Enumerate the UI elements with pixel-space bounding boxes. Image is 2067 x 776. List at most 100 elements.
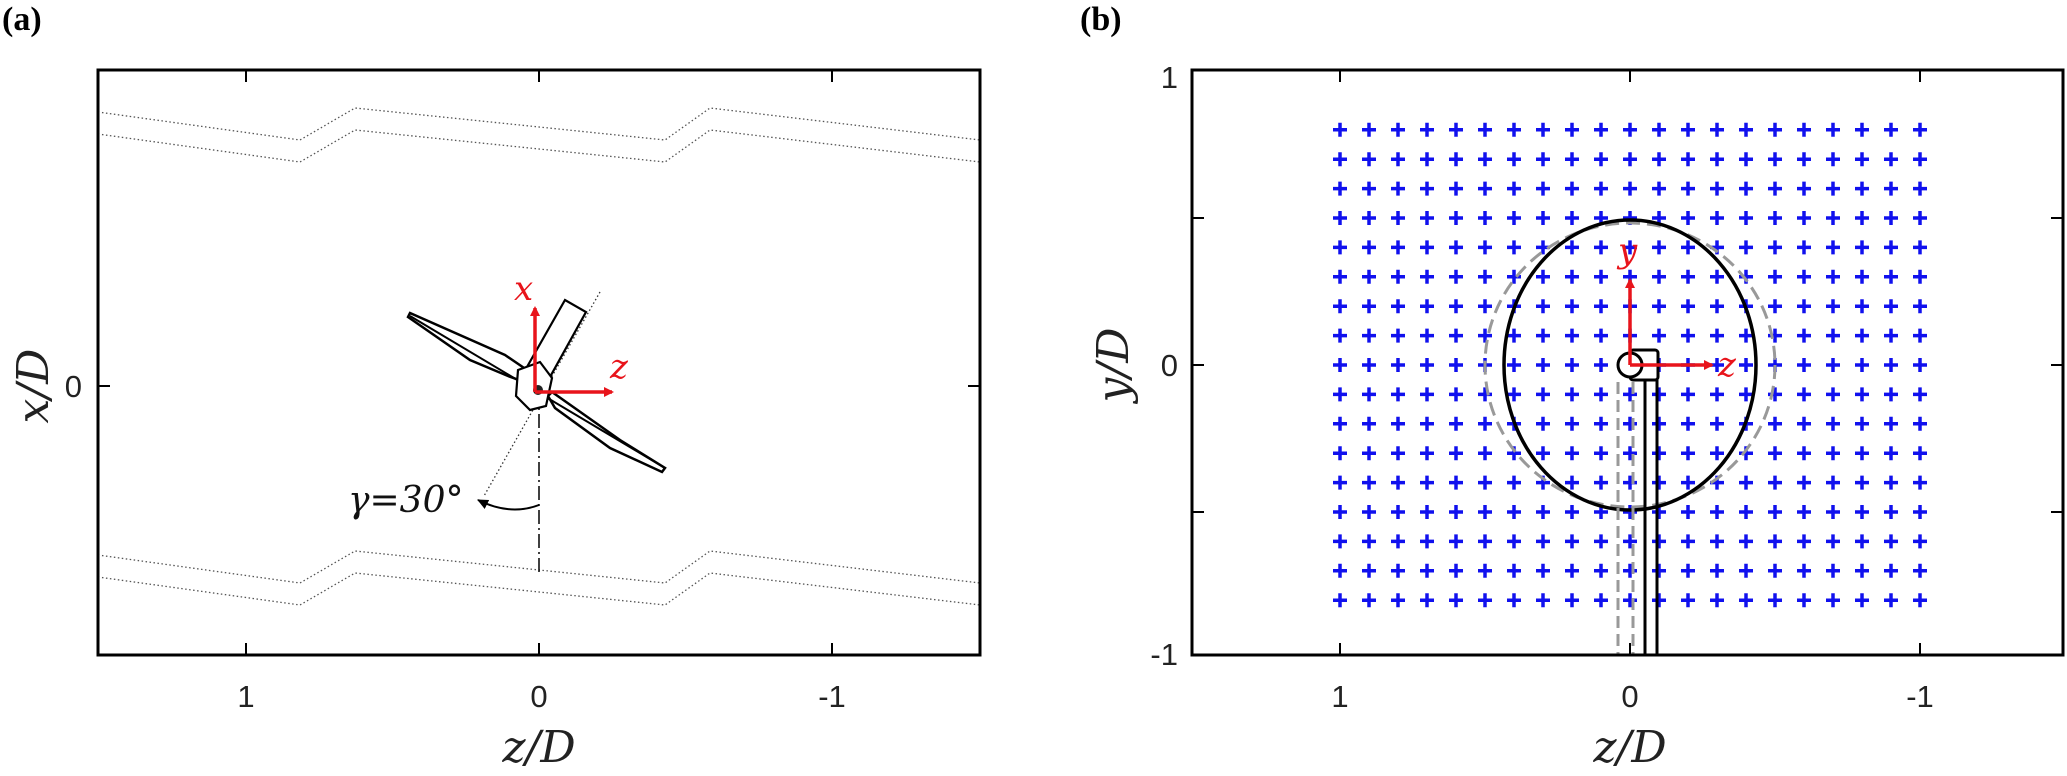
grid-point bbox=[1565, 593, 1579, 608]
grid-point bbox=[1681, 299, 1695, 314]
grid-point bbox=[1884, 475, 1898, 490]
grid-point bbox=[1449, 299, 1463, 314]
grid-point bbox=[1333, 122, 1347, 137]
y-arrow-label: y bbox=[1616, 231, 1638, 271]
grid-point bbox=[1362, 152, 1376, 167]
tick-label-a-y0: 0 bbox=[65, 369, 82, 404]
grid-point bbox=[1797, 181, 1811, 196]
grid-point bbox=[1913, 446, 1927, 461]
grid-point bbox=[1710, 416, 1724, 431]
grid-point bbox=[1333, 416, 1347, 431]
tick-label-b-xm1: -1 bbox=[1906, 679, 1934, 714]
grid-point bbox=[1826, 299, 1840, 314]
grid-point bbox=[1652, 593, 1666, 608]
grid-point bbox=[1362, 358, 1376, 372]
grid-point bbox=[1681, 593, 1695, 608]
grid-point bbox=[1565, 358, 1579, 372]
grid-point bbox=[1855, 269, 1869, 284]
grid-point bbox=[1536, 593, 1550, 608]
grid-point bbox=[1681, 505, 1695, 519]
grid-point bbox=[1565, 416, 1579, 431]
grid-point bbox=[1913, 563, 1927, 578]
grid-point bbox=[1391, 181, 1405, 196]
grid-point bbox=[1913, 534, 1927, 549]
grid-point bbox=[1420, 152, 1434, 167]
grid-point bbox=[1681, 475, 1695, 490]
grid-point bbox=[1420, 299, 1434, 314]
grid-point bbox=[1536, 211, 1550, 225]
grid-point bbox=[1826, 446, 1840, 461]
grid-point bbox=[1768, 240, 1782, 255]
grid-point bbox=[1855, 446, 1869, 461]
grid-point bbox=[1594, 269, 1608, 284]
grid-point bbox=[1768, 534, 1782, 549]
grid-point bbox=[1565, 505, 1579, 519]
grid-point bbox=[1681, 563, 1695, 578]
grid-point bbox=[1855, 416, 1869, 431]
grid-point bbox=[1449, 181, 1463, 196]
grid-point bbox=[1884, 416, 1898, 431]
tick-label-b-y0: 0 bbox=[1161, 348, 1178, 383]
grid-point bbox=[1884, 446, 1898, 461]
grid-point bbox=[1536, 299, 1550, 314]
grid-point bbox=[1449, 505, 1463, 519]
grid-point bbox=[1449, 416, 1463, 431]
grid-point bbox=[1333, 240, 1347, 255]
grid-point bbox=[1913, 475, 1927, 490]
grid-point bbox=[1391, 269, 1405, 284]
grid-point bbox=[1536, 358, 1550, 372]
grid-point bbox=[1565, 269, 1579, 284]
grid-point bbox=[1507, 505, 1521, 519]
grid-point bbox=[1884, 269, 1898, 284]
grid-point bbox=[1565, 181, 1579, 196]
grid-point bbox=[1652, 299, 1666, 314]
grid-point bbox=[1739, 152, 1753, 167]
grid-point bbox=[1884, 563, 1898, 578]
grid-point bbox=[1826, 181, 1840, 196]
grid-point bbox=[1333, 534, 1347, 549]
grid-point bbox=[1449, 387, 1463, 402]
grid-point bbox=[1391, 446, 1405, 461]
upper-boundary-outer bbox=[97, 107, 981, 141]
grid-point bbox=[1478, 475, 1492, 490]
grid-point bbox=[1594, 181, 1608, 196]
grid-point bbox=[1507, 593, 1521, 608]
grid-point bbox=[1391, 328, 1405, 343]
grid-point bbox=[1855, 387, 1869, 402]
xlabel-a: z/D bbox=[501, 722, 575, 773]
grid-point bbox=[1623, 446, 1637, 461]
grid-point bbox=[1623, 475, 1637, 490]
grid-point bbox=[1768, 475, 1782, 490]
grid-point bbox=[1594, 299, 1608, 314]
grid-point bbox=[1623, 534, 1637, 549]
grid-point bbox=[1710, 328, 1724, 343]
grid-point bbox=[1507, 328, 1521, 343]
grid-point bbox=[1507, 387, 1521, 402]
grid-point bbox=[1797, 475, 1811, 490]
grid-point bbox=[1913, 122, 1927, 137]
grid-point bbox=[1913, 211, 1927, 225]
grid-point bbox=[1768, 299, 1782, 314]
grid-point bbox=[1739, 358, 1753, 372]
grid-point bbox=[1768, 563, 1782, 578]
grid-point bbox=[1797, 446, 1811, 461]
grid-point bbox=[1536, 181, 1550, 196]
grid-point bbox=[1623, 563, 1637, 578]
grid-point bbox=[1391, 475, 1405, 490]
grid-point bbox=[1652, 181, 1666, 196]
grid-point bbox=[1333, 563, 1347, 578]
tick-label-a-x0: 0 bbox=[530, 679, 547, 714]
grid-point bbox=[1565, 122, 1579, 137]
grid-point bbox=[1478, 534, 1492, 549]
grid-point bbox=[1739, 328, 1753, 343]
grid-point bbox=[1507, 563, 1521, 578]
grid-point bbox=[1855, 181, 1869, 196]
grid-point bbox=[1884, 181, 1898, 196]
tick-label-b-x0: 0 bbox=[1621, 679, 1638, 714]
grid-point bbox=[1594, 122, 1608, 137]
grid-point bbox=[1594, 358, 1608, 372]
grid-point bbox=[1594, 446, 1608, 461]
grid-point bbox=[1797, 534, 1811, 549]
x-arrow-label: x bbox=[514, 269, 533, 309]
